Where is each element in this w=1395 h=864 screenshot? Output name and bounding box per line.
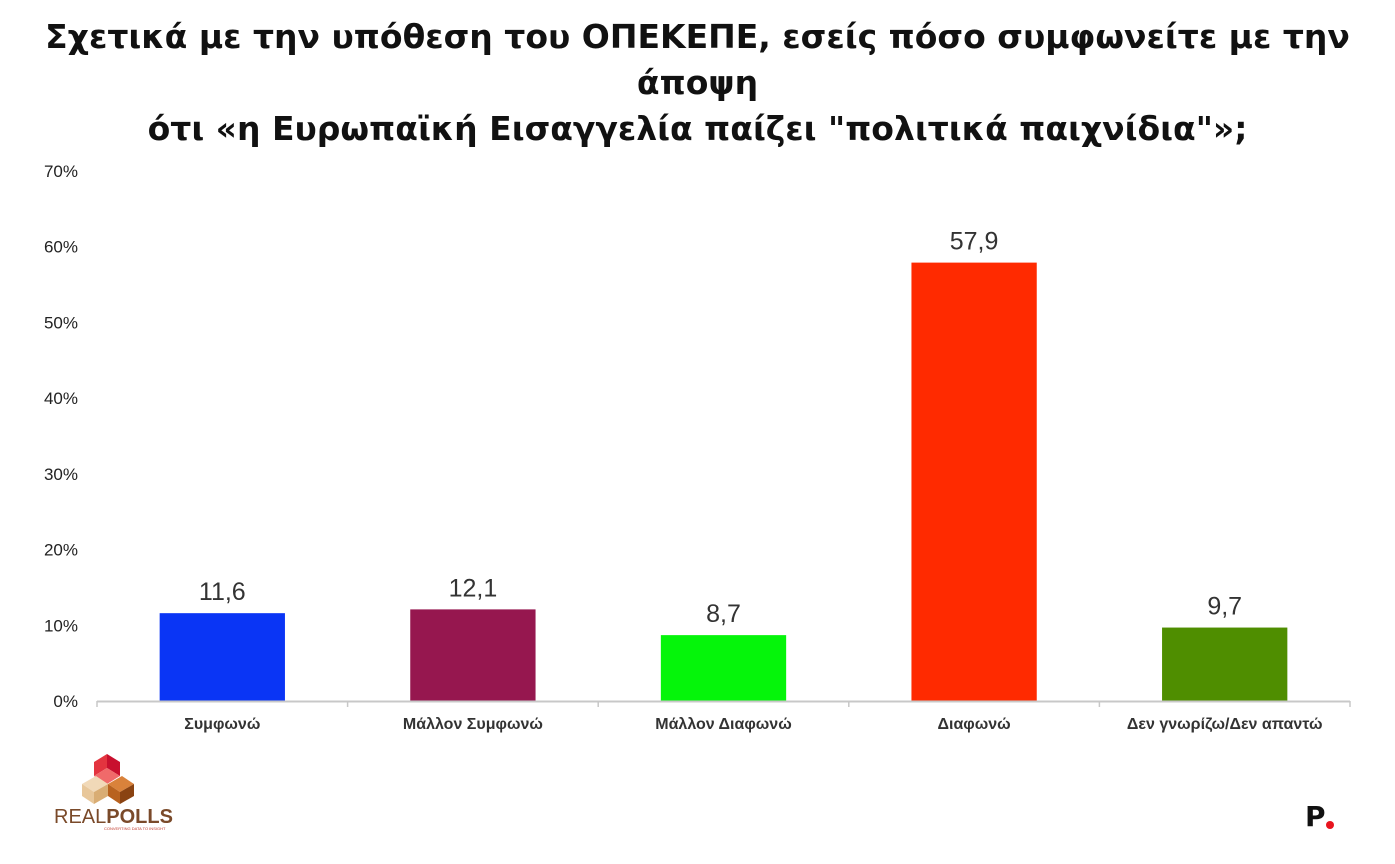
realpolls-wordmark: REALPOLLS — [54, 806, 173, 829]
bar — [1162, 627, 1288, 701]
bar-value-label: 8,7 — [706, 600, 741, 628]
corner-mark-letter: P — [1305, 800, 1326, 833]
chart-title-line-1: Σχετικά με την υπόθεση του ΟΠΕΚΕΠΕ, εσεί… — [45, 17, 1350, 102]
logo-tagline: CONVERTING DATA TO INSIGHT — [104, 826, 166, 831]
y-tick-label: 0% — [53, 692, 78, 711]
bar-value-label: 9,7 — [1207, 593, 1242, 621]
y-tick-label: 40% — [44, 389, 78, 408]
chart-title: Σχετικά με την υπόθεση του ΟΠΕΚΕΠΕ, εσεί… — [0, 14, 1395, 152]
corner-p-logo-icon: P — [1305, 800, 1339, 834]
x-category-label: Διαφωνώ — [938, 716, 1011, 733]
corner-mark-dot — [1326, 821, 1334, 829]
x-category-label: Δεν γνωρίζω/Δεν απαντώ — [1127, 716, 1323, 733]
x-category-label: Μάλλον Συμφωνώ — [403, 716, 543, 733]
logo-text-light: REAL — [54, 806, 107, 828]
logo-text-bold: POLLS — [106, 806, 173, 828]
y-tick-label: 50% — [44, 313, 78, 332]
bar — [911, 262, 1037, 701]
realpolls-logo-icon — [82, 754, 134, 804]
bar — [660, 635, 787, 701]
bar-series — [159, 262, 1288, 701]
y-tick-label: 20% — [44, 541, 78, 560]
x-axis — [96, 700, 1351, 707]
y-tick-label: 60% — [44, 238, 78, 257]
bar — [410, 609, 536, 701]
y-tick-label: 30% — [44, 465, 78, 484]
chart-title-line-2: ότι «η Ευρωπαϊκή Εισαγγελία παίζει "πολι… — [147, 109, 1248, 148]
value-labels: 11,6 12,1 8,7 57,9 9,7 — [199, 228, 1242, 629]
y-axis-ticks: 0% 10% 20% 30% 40% 50% 60% 70% — [44, 162, 78, 711]
bar-value-label: 57,9 — [950, 228, 999, 256]
y-tick-label: 70% — [44, 162, 78, 181]
y-tick-label: 10% — [44, 616, 78, 635]
x-category-label: Συμφωνώ — [184, 716, 260, 733]
x-axis-category-labels: Συμφωνώ Μάλλον Συμφωνώ Μάλλον Διαφωνώ Διαφω… — [184, 716, 1322, 733]
bar — [159, 613, 285, 701]
x-category-label: Μάλλον Διαφωνώ — [655, 716, 791, 733]
bar-value-label: 11,6 — [199, 578, 246, 606]
bar-value-label: 12,1 — [449, 574, 498, 602]
